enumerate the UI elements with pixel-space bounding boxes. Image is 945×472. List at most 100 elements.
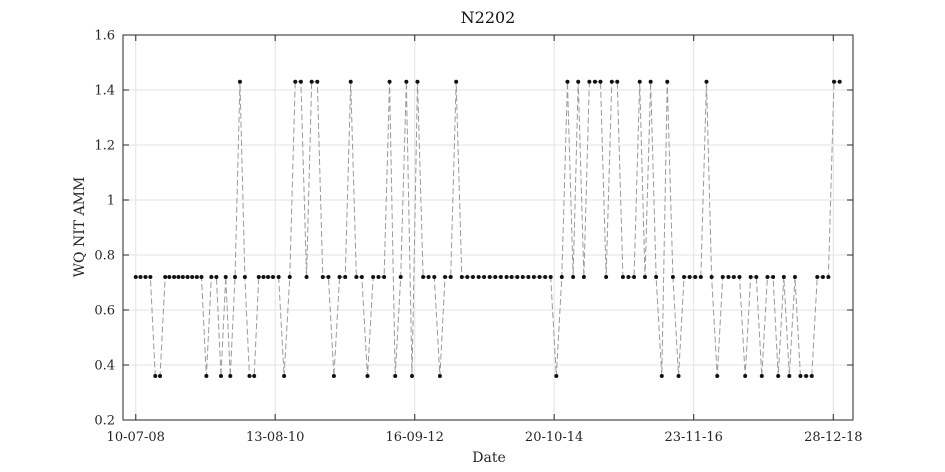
y-axis-label: WQ NIT AMM xyxy=(72,177,88,278)
data-point xyxy=(720,275,725,279)
x-tick-label: 10-07-08 xyxy=(107,430,165,445)
data-point xyxy=(548,275,553,279)
data-point xyxy=(632,275,637,279)
plot-area-frame xyxy=(122,34,854,421)
data-point xyxy=(709,275,714,279)
data-point xyxy=(781,275,786,279)
data-point xyxy=(326,275,331,279)
data-point xyxy=(676,374,681,378)
data-point xyxy=(798,374,803,378)
data-point xyxy=(637,79,642,84)
data-point xyxy=(587,79,592,84)
data-point xyxy=(443,275,448,279)
data-point xyxy=(759,374,764,378)
data-point xyxy=(153,374,158,378)
data-point xyxy=(287,275,292,279)
series-line xyxy=(135,81,840,377)
x-axis-label: Date xyxy=(472,450,505,466)
data-point xyxy=(354,275,359,279)
data-point xyxy=(609,79,614,84)
data-point xyxy=(437,374,442,378)
data-point xyxy=(337,275,342,279)
data-point xyxy=(293,79,298,84)
data-point xyxy=(509,275,514,279)
data-point xyxy=(298,79,303,84)
data-point xyxy=(282,374,287,378)
data-point xyxy=(837,79,842,84)
data-point xyxy=(743,374,748,378)
data-point xyxy=(432,275,437,279)
data-point xyxy=(698,275,703,279)
data-point xyxy=(693,275,698,279)
data-point xyxy=(787,374,792,378)
data-point xyxy=(256,275,261,279)
axes: 0.2 0.4 0.6 0.8 1 1.2 1.4 1.6 10-07-08 13-08-10 16… xyxy=(94,29,862,446)
data-point xyxy=(270,275,275,279)
y-tick-label: 1.4 xyxy=(94,84,115,99)
data-point xyxy=(320,275,325,279)
data-point xyxy=(143,275,148,279)
data-point xyxy=(228,374,233,378)
data-point xyxy=(148,275,153,279)
data-point xyxy=(331,374,336,378)
data-point xyxy=(571,275,576,279)
data-point xyxy=(670,275,675,279)
y-tick-label: 1.6 xyxy=(94,29,115,44)
data-point xyxy=(832,79,837,84)
data-point xyxy=(493,275,498,279)
data-point xyxy=(776,374,781,378)
data-point xyxy=(371,275,376,279)
y-tick-label: 1 xyxy=(107,194,115,209)
chart-title: N2202 xyxy=(461,8,516,27)
data-point xyxy=(754,275,759,279)
data-point xyxy=(459,275,464,279)
y-tick-label: 0.6 xyxy=(94,304,115,319)
data-point xyxy=(261,275,266,279)
data-point xyxy=(465,275,470,279)
data-point xyxy=(387,79,392,84)
data-point xyxy=(199,275,204,279)
data-point xyxy=(543,275,548,279)
data-point xyxy=(809,374,814,378)
data-point xyxy=(237,79,242,84)
data-point xyxy=(404,79,409,84)
data-point xyxy=(581,275,586,279)
x-tick-label: 20-10-14 xyxy=(525,430,583,445)
data-point xyxy=(252,374,257,378)
data-point xyxy=(382,275,387,279)
data-point xyxy=(348,79,353,84)
data-point xyxy=(504,275,509,279)
data-point xyxy=(167,275,172,279)
data-point xyxy=(654,275,659,279)
data-point xyxy=(687,275,692,279)
data-point xyxy=(626,275,631,279)
data-point xyxy=(365,374,370,378)
x-tick-label: 16-09-12 xyxy=(386,430,444,445)
data-point xyxy=(482,275,487,279)
grid-lines xyxy=(123,34,853,421)
data-point xyxy=(266,275,271,279)
data-point xyxy=(180,275,185,279)
data-point xyxy=(820,275,825,279)
data-point xyxy=(448,275,453,279)
data-point xyxy=(531,275,536,279)
data-point xyxy=(209,275,214,279)
data-point xyxy=(515,275,520,279)
data-point xyxy=(233,275,238,279)
data-point xyxy=(726,275,731,279)
data-point xyxy=(359,275,364,279)
data-point xyxy=(620,275,625,279)
data-point xyxy=(559,275,564,279)
data-point xyxy=(765,275,770,279)
data-point xyxy=(604,275,609,279)
data-point xyxy=(454,79,459,84)
data-point xyxy=(715,374,720,378)
data-point xyxy=(537,275,542,279)
data-point xyxy=(659,374,664,378)
data-point xyxy=(176,275,181,279)
data-point xyxy=(526,275,531,279)
data-point xyxy=(158,374,163,378)
series-layer xyxy=(133,79,842,378)
data-point xyxy=(520,275,525,279)
